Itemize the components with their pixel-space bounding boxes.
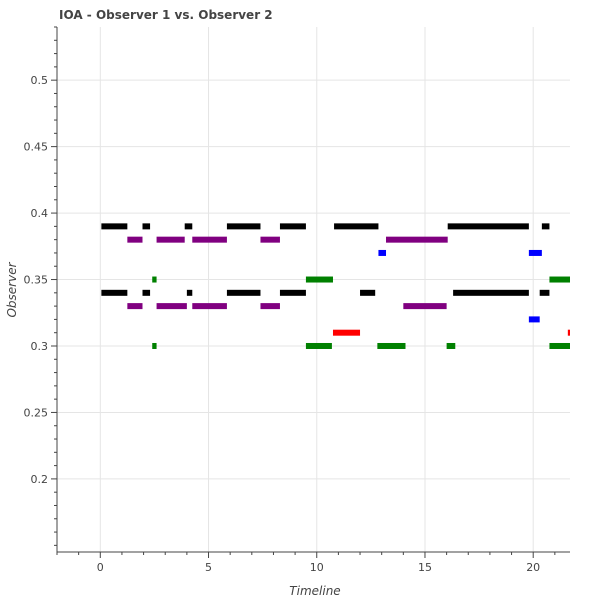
ticks-layer: 0 5 10 15 20 0.2 0.25 0.3 0.35 0.4 0.45 0.5: [24, 26, 556, 574]
timeline-segment: [446, 342, 456, 349]
y-tick-label: 0.45: [24, 141, 49, 154]
timeline-segment: [152, 342, 157, 349]
y-tick-label: 0.2: [31, 473, 49, 486]
timeline-segment: [403, 303, 447, 310]
timeline-segment: [528, 316, 540, 323]
axes-layer: [56, 27, 570, 553]
timeline-segment: [377, 342, 406, 349]
timeline-segment: [142, 289, 151, 296]
timeline-segment: [279, 289, 306, 296]
timeline-segment: [101, 289, 128, 296]
y-tick-label: 0.35: [24, 274, 49, 287]
timeline-segment: [567, 329, 570, 336]
timeline-segment: [142, 223, 151, 230]
y-tick-label: 0.5: [31, 74, 49, 87]
timeline-segment: [127, 303, 143, 310]
timeline-segment: [539, 289, 550, 296]
y-tick-label: 0.25: [24, 406, 49, 419]
bars-layer: [101, 223, 570, 349]
x-tick-label: 0: [97, 561, 104, 574]
timeline-segment: [334, 223, 379, 230]
timeline-segment: [192, 303, 227, 310]
timeline-segment: [152, 276, 157, 283]
timeline-segment: [279, 223, 306, 230]
y-axis-title: Observer: [5, 261, 19, 317]
timeline-segment: [156, 303, 187, 310]
timeline-segment: [549, 342, 570, 349]
timeline-segment: [360, 289, 376, 296]
chart-title: IOA - Observer 1 vs. Observer 2: [59, 8, 273, 22]
y-tick-label: 0.4: [31, 207, 49, 220]
timeline-segment: [528, 249, 542, 256]
timeline-segment: [192, 236, 227, 243]
grid-layer: [57, 27, 570, 552]
x-tick-label: 5: [205, 561, 212, 574]
x-tick-label: 10: [310, 561, 324, 574]
timeline-segment: [184, 223, 193, 230]
timeline-segment: [226, 289, 261, 296]
timeline-segment: [378, 249, 387, 256]
timeline-segment: [541, 223, 550, 230]
timeline-segment: [260, 236, 280, 243]
x-tick-label: 15: [418, 561, 432, 574]
y-tick-label: 0.3: [31, 340, 49, 353]
timeline-segment: [186, 289, 193, 296]
timeline-segment: [305, 276, 333, 283]
timeline-segment: [305, 342, 332, 349]
timeline-segment: [156, 236, 185, 243]
timeline-segment: [386, 236, 448, 243]
timeline-segment: [549, 276, 570, 283]
x-tick-label: 20: [526, 561, 540, 574]
timeline-segment: [226, 223, 261, 230]
timeline-segment: [260, 303, 280, 310]
x-axis-title: Timeline: [289, 584, 340, 598]
timeline-segment: [447, 223, 529, 230]
timeline-segment: [101, 223, 128, 230]
timeline-segment: [127, 236, 143, 243]
timeline-segment: [332, 329, 361, 336]
timeline-segment: [453, 289, 529, 296]
